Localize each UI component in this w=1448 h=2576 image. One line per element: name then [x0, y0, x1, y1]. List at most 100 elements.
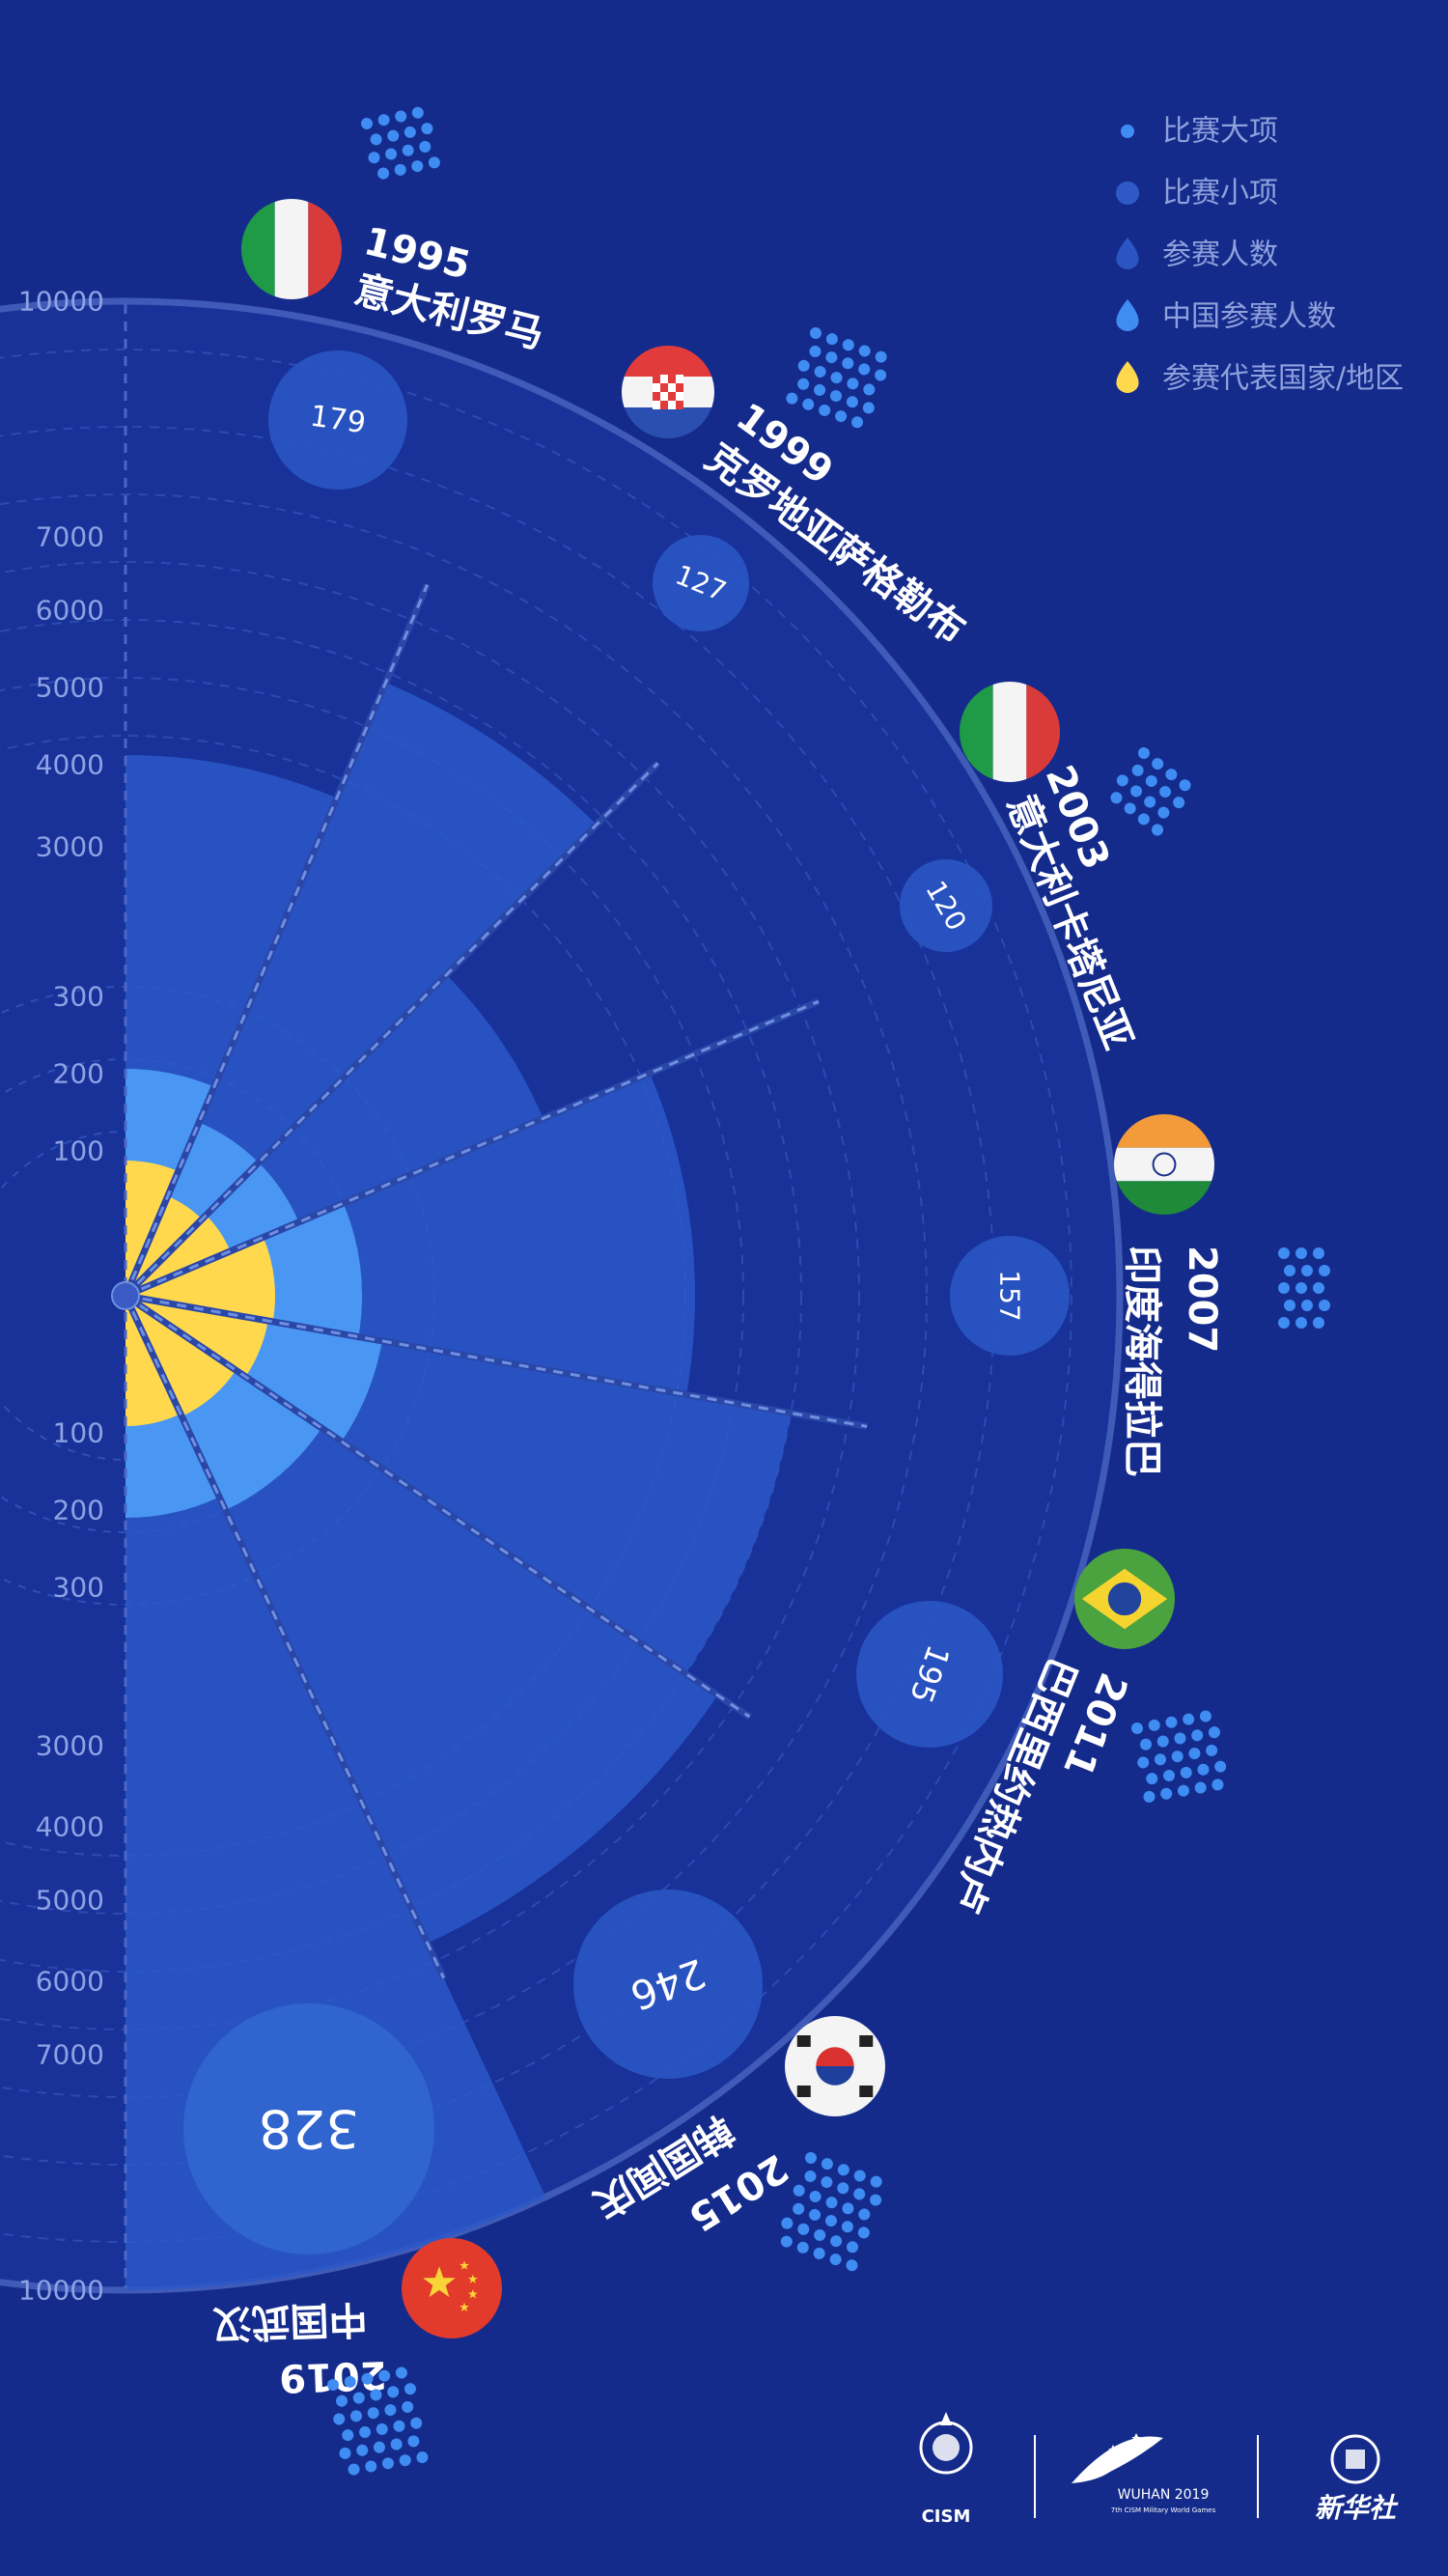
major-event-dot	[333, 2413, 346, 2425]
major-event-dot	[1180, 1766, 1192, 1778]
flag-wheel	[1152, 1152, 1177, 1177]
flag-trigram	[796, 2035, 811, 2047]
major-event-dot	[327, 2379, 339, 2391]
major-event-dot	[1194, 1781, 1207, 1794]
flag-star	[467, 2289, 478, 2299]
brazil-flag-icon	[1074, 1549, 1175, 1649]
major-event-dot	[1188, 1748, 1201, 1760]
legend-swatch-drop	[1116, 238, 1139, 269]
major-event-dot	[1199, 1710, 1211, 1722]
major-event-dot	[824, 2215, 837, 2227]
major-events-dots	[786, 327, 887, 429]
major-event-dot	[394, 163, 406, 176]
sub-events-bubble	[950, 1236, 1070, 1356]
major-event-dot	[1197, 1763, 1210, 1776]
major-event-dot	[847, 378, 859, 390]
major-event-dot	[1211, 1778, 1224, 1791]
flag-stripe	[274, 199, 309, 299]
axis-tick-label: 300	[53, 1572, 104, 1604]
major-event-dot	[814, 383, 826, 396]
major-event-dot	[1154, 1753, 1166, 1766]
flag-checker	[668, 392, 676, 401]
flag-star	[459, 2302, 469, 2311]
major-event-dot	[1295, 1317, 1307, 1329]
wuhan-subtitle: 7th CISM Military World Games	[1111, 2506, 1216, 2514]
major-event-dot	[1206, 1744, 1218, 1756]
major-events-dots	[780, 2152, 882, 2272]
axis-tick-label: 4000	[36, 749, 104, 781]
major-event-dot	[841, 2221, 853, 2233]
flag-checker	[668, 375, 676, 383]
major-event-dot	[419, 140, 432, 153]
flag-body	[622, 346, 714, 438]
axis-tick-label: 5000	[36, 672, 104, 704]
sector-separator	[124, 762, 659, 1298]
sub-events-value: 328	[259, 2098, 359, 2160]
major-event-dot	[378, 2369, 391, 2382]
major-event-dot	[1137, 1756, 1150, 1769]
major-event-dot	[1295, 1282, 1307, 1294]
major-event-dot	[411, 106, 424, 119]
major-event-dot	[863, 383, 876, 396]
major-event-dot	[1145, 774, 1157, 787]
major-event-dot	[814, 365, 826, 378]
major-event-dot	[851, 416, 864, 429]
axis-tick-label: 7000	[36, 521, 104, 553]
flag-checker	[676, 401, 683, 409]
major-event-dot	[395, 110, 407, 123]
croatia-flag-icon	[622, 346, 714, 438]
major-event-dot	[1148, 1719, 1160, 1731]
flag-checker	[653, 392, 660, 401]
flag-checker	[653, 375, 660, 383]
countries-sector	[125, 1215, 231, 1296]
edition-city: 印度海得拉巴	[1120, 1246, 1164, 1477]
major-event-dot	[1214, 1760, 1227, 1773]
major-event-dot	[837, 2164, 849, 2176]
major-event-dot	[1208, 1726, 1220, 1739]
flag-star	[423, 2266, 456, 2298]
italy-flag-icon	[960, 682, 1060, 782]
major-events-dots	[1131, 1710, 1227, 1803]
major-event-dot	[1278, 1317, 1290, 1329]
major-event-dot	[821, 2176, 833, 2189]
major-event-dot	[1159, 786, 1172, 798]
legend-label: 比赛小项	[1162, 177, 1278, 210]
major-event-dot	[870, 2175, 882, 2188]
major-event-dot	[842, 357, 854, 370]
major-event-dot	[342, 2429, 354, 2442]
major-event-dot	[404, 126, 416, 138]
major-event-dot	[1140, 1738, 1153, 1750]
major-event-dot	[377, 167, 390, 180]
sub-events-bubble	[900, 859, 992, 952]
major-event-dot	[862, 402, 875, 414]
major-event-dot	[399, 2454, 411, 2467]
major-event-dot	[793, 2184, 805, 2197]
major-event-dot	[1174, 1732, 1186, 1745]
major-event-dot	[1319, 1300, 1330, 1311]
wuhan-2019-logo: WUHAN 2019 7th CISM Military World Games	[1072, 2433, 1216, 2514]
major-event-dot	[1319, 1265, 1330, 1276]
major-event-dot	[407, 2435, 420, 2448]
major-event-dot	[1137, 813, 1150, 826]
major-event-dot	[1301, 1300, 1313, 1311]
major-event-dot	[356, 2444, 369, 2456]
major-event-dot	[1138, 747, 1150, 759]
sub-events-bubble	[653, 535, 749, 631]
axis-tick-label: 10000	[18, 2275, 104, 2307]
major-event-dot	[416, 2451, 429, 2464]
major-event-dot	[809, 2208, 821, 2221]
sector-separator	[124, 584, 429, 1297]
countries-sector	[125, 1296, 237, 1417]
axis-tick-label: 100	[53, 1135, 104, 1167]
major-event-dot	[361, 118, 373, 129]
major-event-dot	[825, 2197, 838, 2209]
major-event-dot	[1177, 1784, 1189, 1797]
major-event-dot	[1183, 1713, 1195, 1725]
legend-label: 比赛大项	[1162, 115, 1278, 149]
major-event-dot	[402, 2400, 414, 2413]
major-event-dot	[390, 2438, 403, 2450]
major-event-dot	[1130, 785, 1143, 798]
edition-city: 中国武汉	[211, 2296, 369, 2346]
major-event-dot	[395, 2366, 407, 2379]
korea-flag-icon	[785, 2016, 885, 2116]
